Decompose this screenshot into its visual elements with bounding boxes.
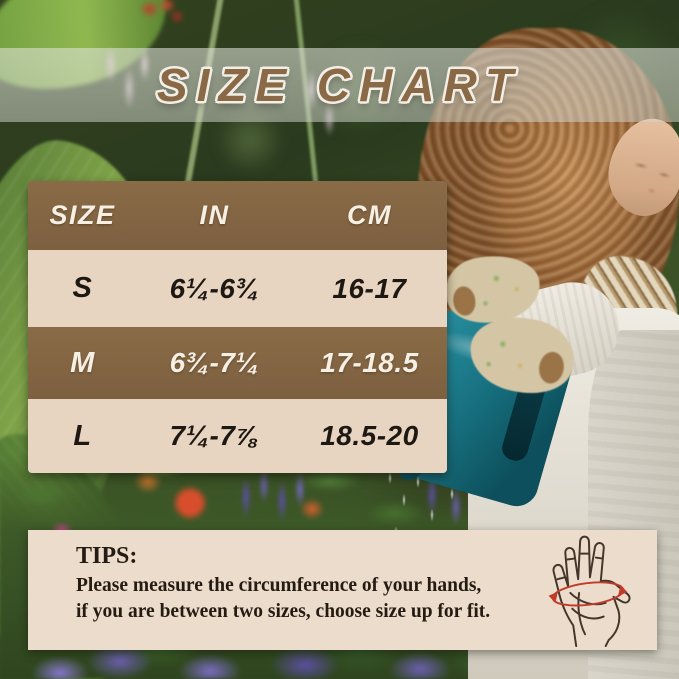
size-chart-table: SIZE IN CM S 6¼-6¾ 16-17 M 6¾-7¼ 17-18.5… bbox=[28, 181, 447, 473]
hand-circumference-icon bbox=[548, 535, 631, 648]
inches-value: 6¾-7¼ bbox=[169, 347, 260, 378]
table-header-row: SIZE IN CM bbox=[28, 181, 447, 250]
cm-value: 17-18.5 bbox=[320, 347, 419, 378]
cm-value: 16-17 bbox=[332, 272, 407, 304]
size-label: M bbox=[70, 346, 95, 379]
tips-line-1: Please measure the circumference of your… bbox=[76, 575, 482, 596]
column-header-in: IN bbox=[199, 200, 230, 230]
tips-box: TIPS: Please measure the circumference o… bbox=[28, 530, 657, 650]
page-title: SIZE CHART bbox=[156, 59, 523, 111]
size-label: L bbox=[73, 419, 92, 452]
red-canna-flower bbox=[133, 0, 188, 28]
cm-value: 18.5-20 bbox=[320, 420, 419, 451]
table-row-large: L 7¼-7⅞ 18.5-20 bbox=[28, 399, 447, 473]
table-row-small: S 6¼-6¾ 16-17 bbox=[28, 250, 447, 327]
inches-value: 6¼-6¾ bbox=[169, 272, 260, 304]
title-band: SIZE CHART bbox=[0, 48, 679, 122]
tips-heading: TIPS: bbox=[76, 543, 138, 569]
size-label: S bbox=[72, 272, 93, 304]
table-row-medium: M 6¾-7¼ 17-18.5 bbox=[28, 327, 447, 399]
column-header-cm: CM bbox=[346, 200, 392, 230]
inches-value: 7¼-7⅞ bbox=[169, 420, 260, 451]
tips-line-2: if you are between two sizes, choose siz… bbox=[76, 601, 491, 623]
column-header-size: SIZE bbox=[49, 200, 116, 230]
